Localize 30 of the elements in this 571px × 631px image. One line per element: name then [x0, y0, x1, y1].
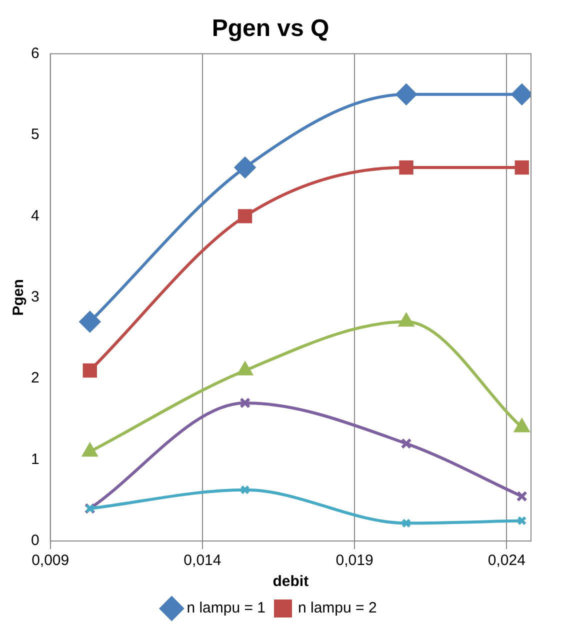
y-tick-label: 6 — [31, 44, 40, 62]
x-tick-label: 0,019 — [336, 552, 374, 570]
chart-title: Pgen vs Q — [212, 15, 330, 42]
point — [402, 518, 412, 528]
y-tick-label: 5 — [31, 126, 40, 144]
point — [234, 156, 256, 178]
y-tick-label: 4 — [31, 207, 40, 224]
point — [514, 160, 529, 175]
y-tick-label: 0 — [31, 532, 40, 550]
point — [79, 311, 100, 332]
legend-label: n lampu = 1 — [186, 600, 266, 617]
point — [240, 397, 251, 408]
x-tick-label: 0,014 — [184, 552, 222, 570]
y-tick-label: 3 — [31, 288, 40, 306]
point — [399, 160, 414, 175]
point — [400, 438, 412, 450]
legend-label: n lampu = 2 — [298, 600, 377, 617]
y-tick-label: 1 — [31, 450, 40, 468]
point — [511, 84, 531, 105]
point — [396, 84, 417, 105]
x-axis-title: debit — [272, 573, 309, 590]
point — [514, 419, 530, 432]
x-tick-label: 0,024 — [488, 552, 526, 570]
point — [516, 490, 528, 502]
point — [82, 363, 97, 378]
point — [240, 485, 250, 495]
y-tick-label: 2 — [31, 370, 40, 387]
x-tick-label: 0,009 — [32, 552, 70, 570]
point — [238, 209, 252, 224]
y-axis-title: Pgen — [10, 279, 28, 316]
